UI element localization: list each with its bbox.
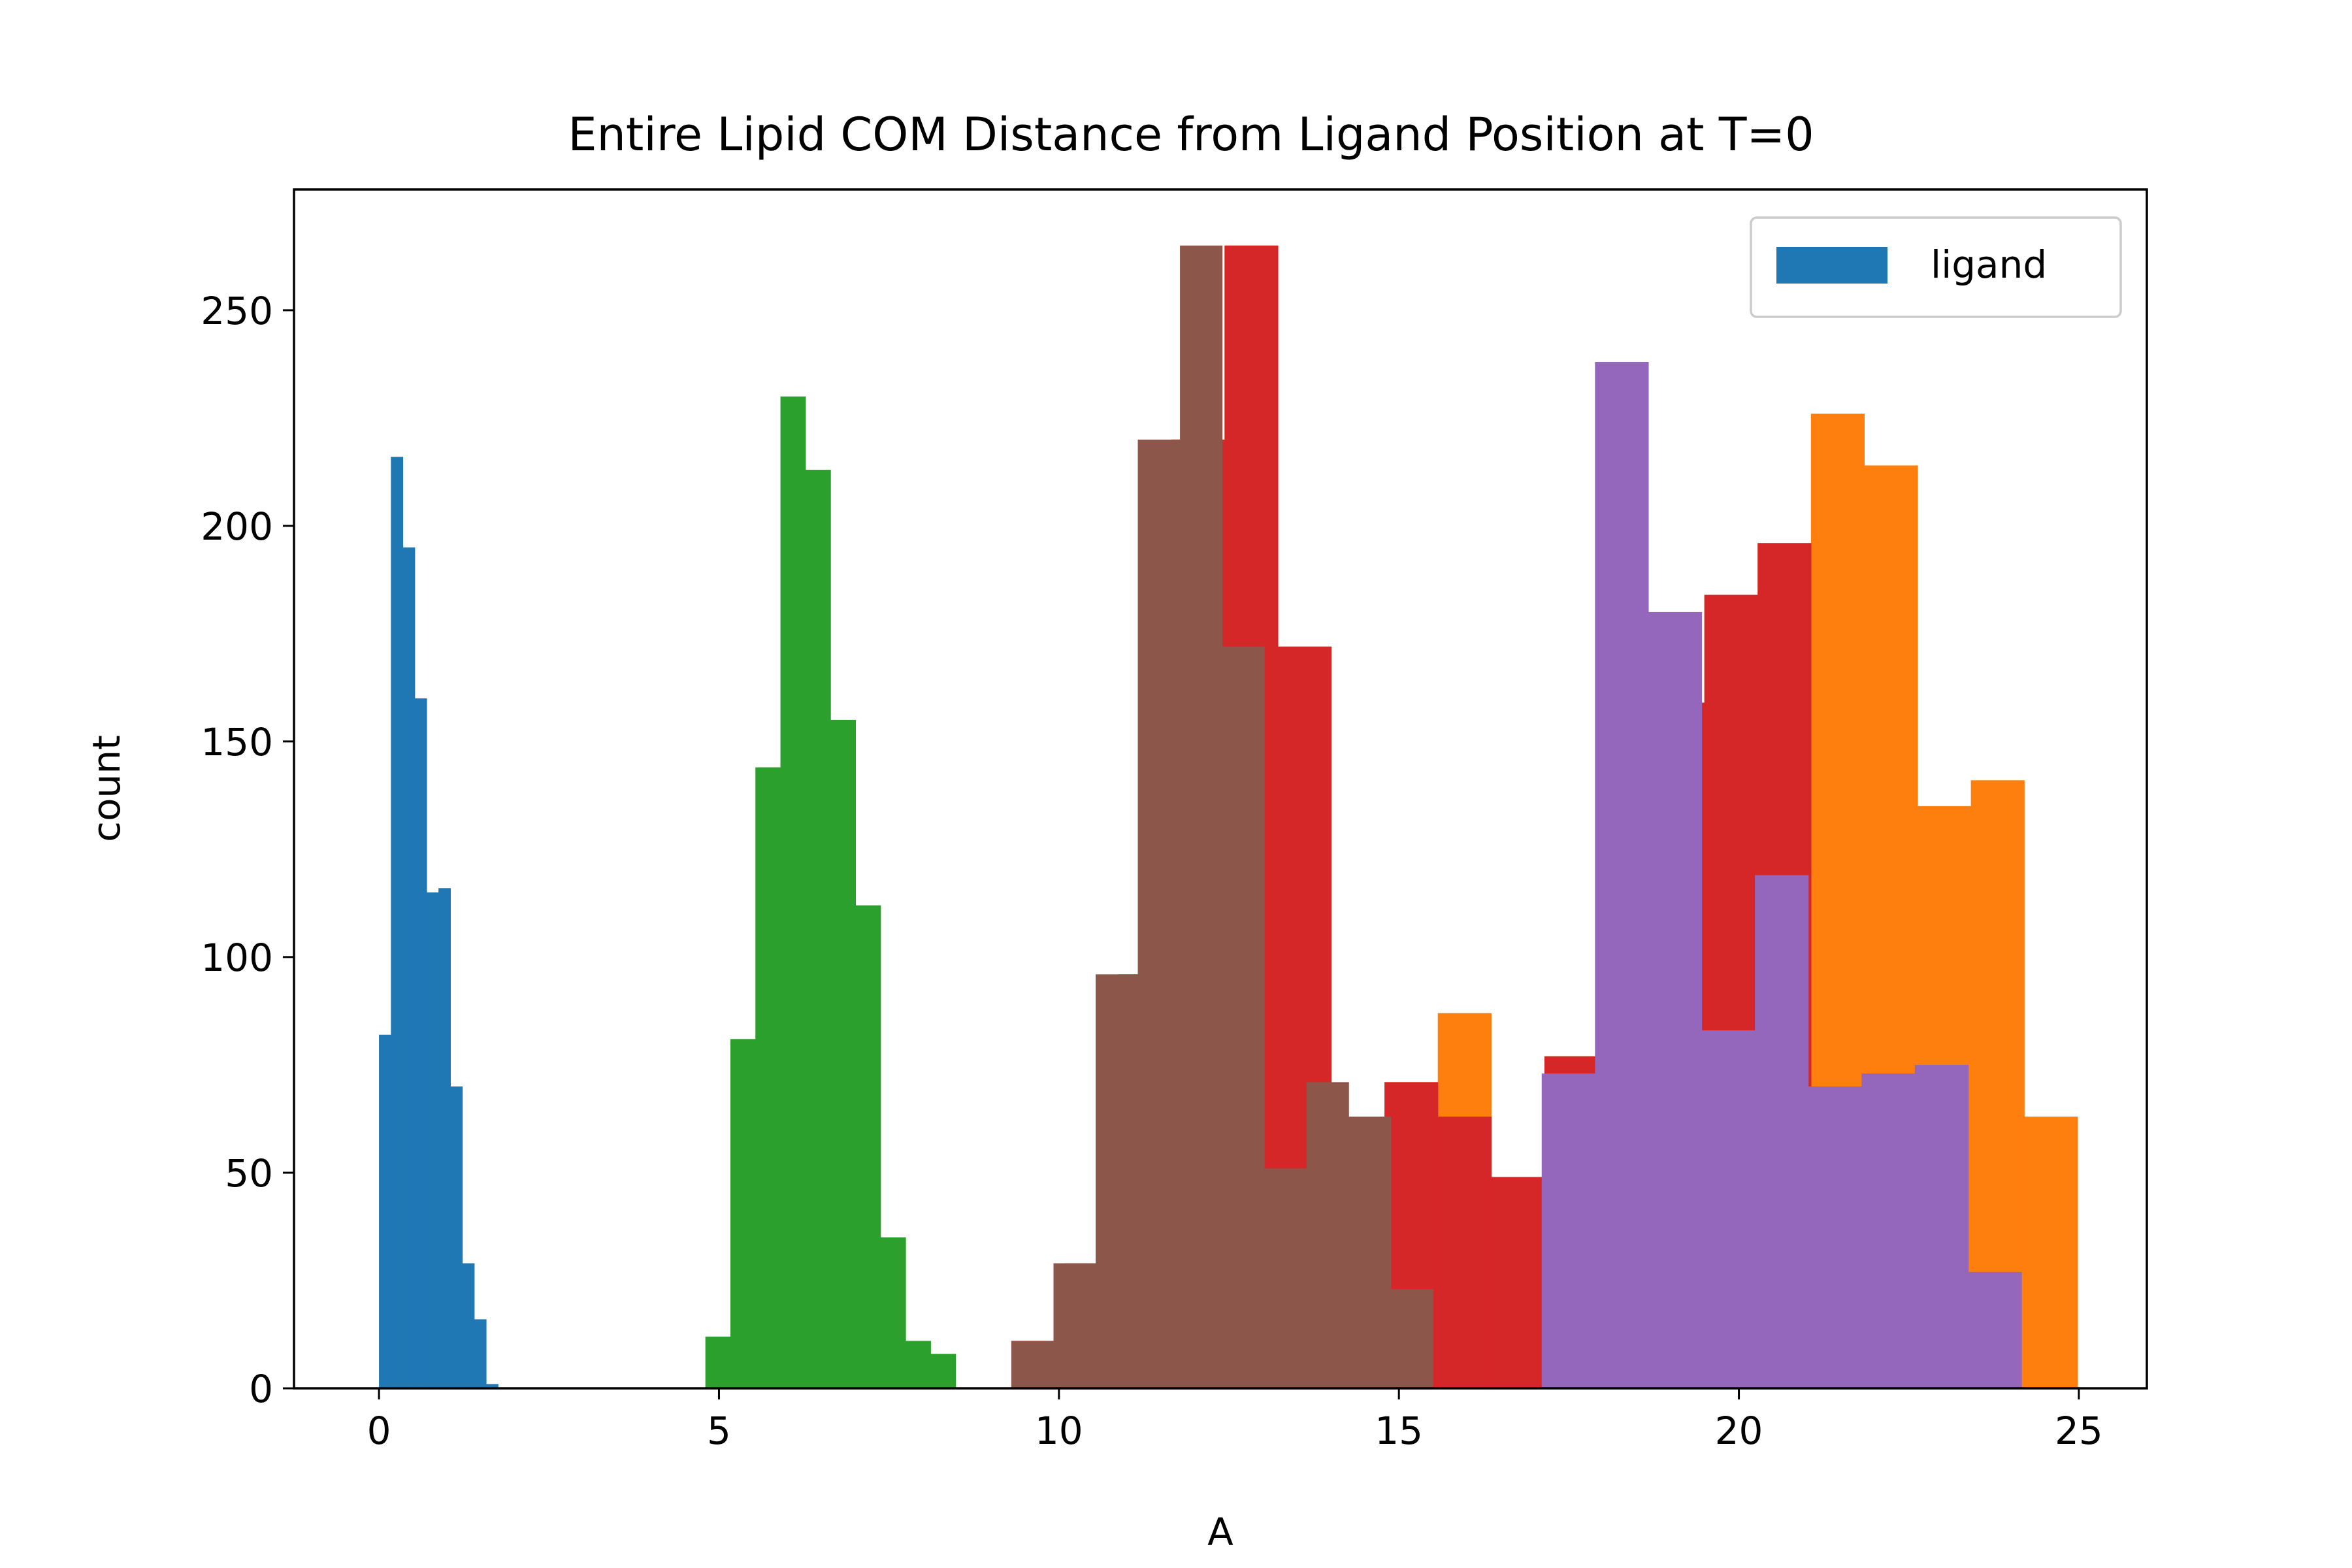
histogram-bar-series-0-bin-4	[426, 892, 439, 1388]
y-tick-label: 200	[201, 504, 273, 549]
histogram-bar-series-1-bin-3	[780, 396, 806, 1389]
histogram-bar-series-4-bin-3	[1701, 1030, 1756, 1388]
y-axis-label: count	[84, 735, 129, 842]
histogram-bar-series-4-bin-2	[1648, 612, 1703, 1388]
histogram-bar-series-5-bin-7	[1306, 1082, 1349, 1388]
x-axis-ticks: 0 5 10 15 20 25	[367, 1388, 2103, 1453]
histogram-bar-series-5-bin-3	[1137, 439, 1181, 1388]
histogram-bar-series-4-bin-6	[1861, 1073, 1916, 1388]
histogram-bar-series-2-bin-19	[2024, 1117, 2078, 1388]
legend: ligand	[1750, 216, 2122, 318]
legend-swatch-ligand	[1776, 247, 1887, 284]
histogram-bar-series-0-bin-0	[379, 1034, 391, 1388]
legend-label-ligand: ligand	[1931, 242, 2047, 287]
histogram-bar-series-4-bin-4	[1755, 875, 1809, 1388]
histogram-bar-series-4-bin-1	[1595, 362, 1649, 1388]
x-tick-label: 5	[707, 1409, 731, 1453]
x-tick-label: 0	[367, 1409, 391, 1453]
y-tick-label: 250	[201, 289, 273, 333]
histogram-bar-series-0-bin-9	[486, 1384, 498, 1388]
y-tick-label: 150	[201, 720, 273, 764]
histogram-bar-series-5-bin-6	[1264, 1168, 1307, 1388]
histogram-bar-series-5-bin-2	[1096, 974, 1139, 1388]
histogram-bar-series-1-bin-6	[855, 905, 881, 1388]
y-tick-label: 0	[249, 1367, 273, 1411]
histogram-bar-series-1-bin-5	[830, 719, 857, 1388]
x-tick-label: 15	[1375, 1409, 1423, 1453]
histogram-bar-series-1-bin-0	[705, 1336, 731, 1388]
histogram-bar-series-0-bin-6	[450, 1086, 463, 1388]
histogram-bar-series-1-bin-7	[880, 1237, 906, 1388]
x-axis-label: A	[1207, 1510, 1233, 1554]
histogram-bar-series-1-bin-4	[805, 470, 831, 1388]
histogram-bar-series-5-bin-0	[1011, 1341, 1054, 1388]
histogram-bar-series-5-bin-5	[1222, 646, 1265, 1388]
y-tick-label: 100	[201, 936, 273, 980]
histogram-bar-series-0-bin-7	[462, 1263, 475, 1388]
bars-layer	[379, 245, 2078, 1389]
x-tick-label: 10	[1035, 1409, 1083, 1453]
histogram-bar-series-0-bin-1	[391, 457, 404, 1388]
x-tick-label: 25	[2055, 1409, 2103, 1453]
histogram-bar-series-4-bin-8	[1968, 1271, 2022, 1388]
histogram-bar-series-4-bin-5	[1808, 1086, 1862, 1388]
histogram-bar-series-5-bin-8	[1348, 1117, 1392, 1388]
histogram-bar-series-3-bin-9	[1491, 1177, 1545, 1388]
histogram-bar-series-1-bin-1	[730, 1039, 756, 1388]
chart-title: Entire Lipid COM Distance from Ligand Po…	[568, 108, 1814, 161]
histogram-bar-series-3-bin-8	[1437, 1117, 1492, 1388]
plot-frame	[293, 188, 2148, 1390]
histogram-bar-series-4-bin-7	[1914, 1064, 1969, 1388]
histogram-bar-series-0-bin-5	[438, 888, 451, 1388]
histogram-bar-series-5-bin-1	[1053, 1263, 1096, 1388]
histogram-bar-series-0-bin-8	[474, 1319, 487, 1388]
histogram-bar-series-0-bin-3	[414, 698, 427, 1388]
histogram-bar-series-4-bin-0	[1541, 1073, 1595, 1388]
histogram-bar-series-1-bin-2	[755, 767, 781, 1388]
histogram-bar-series-5-bin-9	[1390, 1289, 1433, 1388]
y-tick-label: 50	[225, 1151, 273, 1196]
legend-box	[1750, 216, 2122, 318]
histogram-bar-series-0-bin-2	[402, 547, 416, 1388]
y-axis-ticks: 0 50 100 150 200 250	[201, 289, 294, 1411]
x-tick-label: 20	[1715, 1409, 1763, 1453]
histogram-bar-series-5-bin-4	[1180, 245, 1223, 1389]
histogram-bar-series-1-bin-9	[930, 1354, 956, 1388]
histogram-bar-series-1-bin-8	[906, 1341, 931, 1388]
